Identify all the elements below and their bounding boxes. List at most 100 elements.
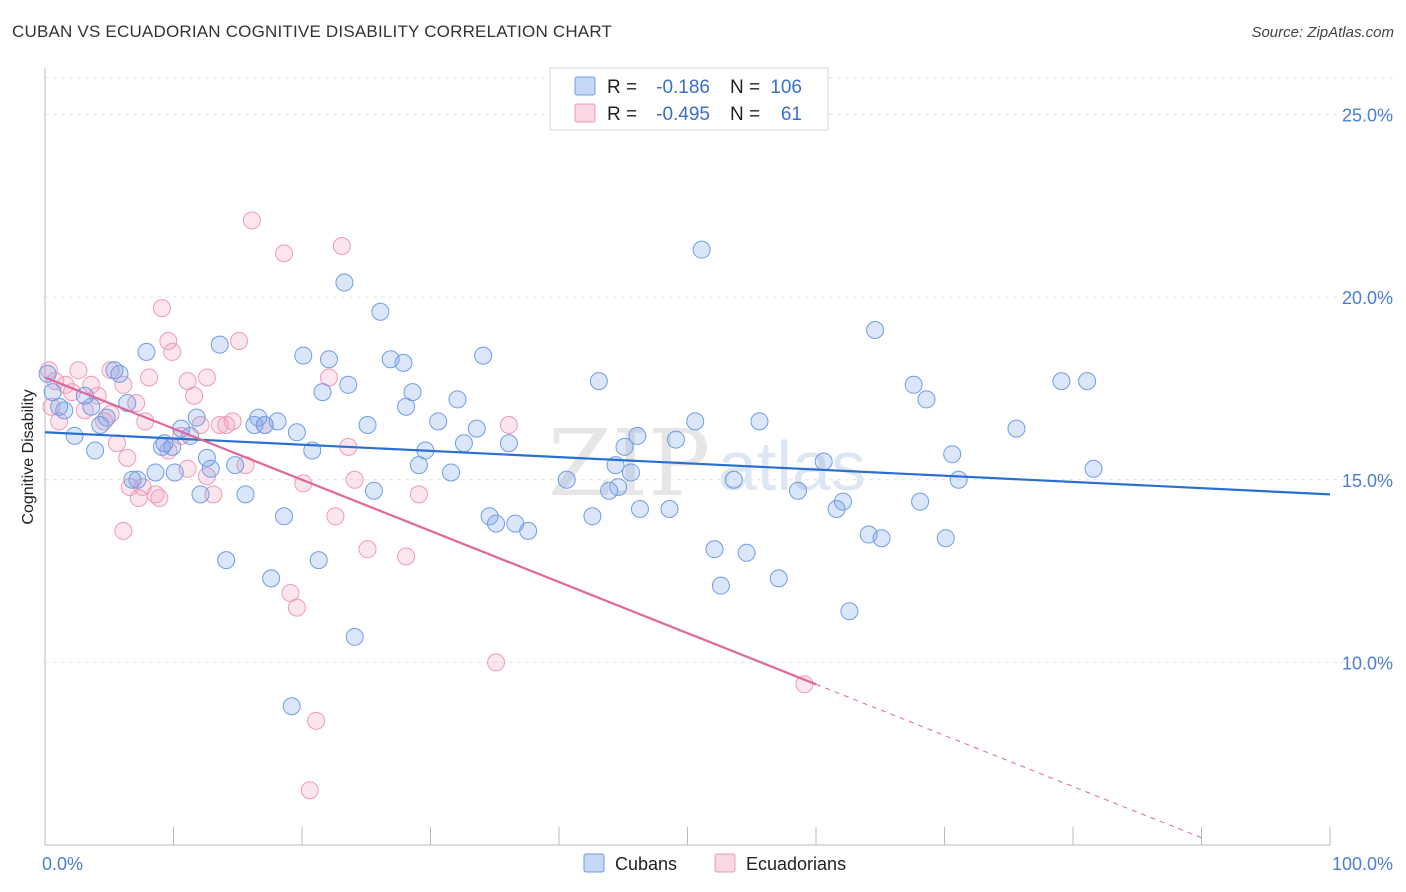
ecuadorian-trend-extension (815, 683, 1202, 839)
axes (44, 68, 1331, 846)
cuban-point (454, 434, 473, 453)
cuban-point (236, 485, 255, 504)
cuban-point (737, 543, 756, 562)
legend-n-value: 106 (770, 77, 802, 98)
ecuadorian-point (358, 540, 377, 559)
cuban-point (358, 415, 377, 434)
cuban-point (364, 481, 383, 500)
ecuadorian-point (107, 434, 126, 453)
cuban-point (394, 353, 413, 372)
cuban-point (201, 459, 220, 478)
cuban-point (609, 478, 628, 497)
cuban-point (705, 540, 724, 559)
y-tick-label: 20.0% (1342, 288, 1393, 308)
cuban-point (335, 273, 354, 292)
cuban-trend-line (44, 431, 1331, 496)
cuban-point (827, 499, 846, 518)
cuban-point (249, 408, 268, 427)
cuban-point (833, 492, 852, 511)
cuban-point (262, 569, 281, 588)
ecuadorian-point (150, 489, 169, 508)
legend-swatch-ecuadorians (574, 103, 596, 123)
x-tick-label: 100.0% (1332, 854, 1393, 874)
bottom-legend-swatch-ecuadorians (714, 853, 736, 873)
ecuadorian-point (230, 331, 249, 350)
y-axis-label: Cognitive Disability (20, 389, 37, 524)
cuban-point (615, 437, 634, 456)
cuban-point (866, 321, 885, 340)
legend-n-value: 61 (781, 104, 802, 125)
ecuadorian-point (326, 507, 345, 526)
ecuadorian-point (114, 521, 133, 540)
cuban-point (814, 452, 833, 471)
ecuadorian-point (499, 415, 518, 434)
y-tick-labels: 10.0% 15.0% 20.0% 25.0% (1342, 106, 1393, 674)
cuban-point (294, 346, 313, 365)
cuban-point (268, 412, 287, 431)
cuban-point (187, 408, 206, 427)
cuban-point (750, 412, 769, 431)
legend-r-label: R = (607, 77, 637, 98)
ecuadorian-trend-line (44, 376, 817, 686)
cuban-point (105, 361, 124, 380)
ecuadorian-point (300, 781, 319, 800)
cuban-point (137, 342, 156, 361)
ecuadorian-point (795, 675, 814, 694)
cuban-point (282, 697, 301, 716)
cuban-point (943, 445, 962, 464)
cuban-point (123, 470, 142, 489)
cuban-point (499, 434, 518, 453)
cuban-point (163, 437, 182, 456)
cuban-point (210, 335, 229, 354)
ecuadorian-point (197, 368, 216, 387)
cuban-point (660, 499, 679, 518)
legend-r-value: -0.186 (656, 77, 710, 98)
cuban-point (487, 514, 506, 533)
ecuadorian-point (140, 368, 159, 387)
cuban-point (55, 401, 74, 420)
cuban-point (467, 419, 486, 438)
cuban-point (1078, 372, 1097, 391)
ecuadorian-point (152, 299, 171, 318)
cuban-point (917, 390, 936, 409)
legend-r-value: -0.495 (656, 104, 710, 125)
ecuadorian-point (69, 361, 88, 380)
legend: R = -0.186 N = 106 R = -0.495 N = 61 (549, 67, 829, 131)
x-tick-labels: 0.0% 100.0% (42, 854, 1393, 874)
cuban-point (91, 415, 110, 434)
ecuadorian-point (114, 375, 133, 394)
legend-n-label: N = (730, 104, 760, 125)
trend-lines (44, 376, 1331, 839)
cuban-point (583, 507, 602, 526)
ecuadorian-point (242, 211, 261, 230)
legend-box (549, 67, 829, 131)
cuban-point (692, 240, 711, 259)
cuban-point (429, 412, 448, 431)
cuban-point (197, 448, 216, 467)
cuban-point (403, 383, 422, 402)
ecuadorian-point (287, 598, 306, 617)
cuban-point (345, 627, 364, 646)
ecuadorian-point (397, 547, 416, 566)
cuban-point (911, 492, 930, 511)
cuban-point (442, 463, 461, 482)
cuban-point (82, 397, 101, 416)
cuban-point (711, 576, 730, 595)
ecuadorian-point (118, 448, 137, 467)
ecuadorian-point (223, 412, 242, 431)
cuban-point (600, 481, 619, 500)
cuban-point (191, 485, 210, 504)
cuban-point (1084, 459, 1103, 478)
cuban-point (904, 375, 923, 394)
cuban-point (339, 375, 358, 394)
cuban-point (724, 470, 743, 489)
cuban-point (949, 470, 968, 489)
cuban-point (621, 463, 640, 482)
cuban-point (474, 346, 493, 365)
x-tick-label: 0.0% (42, 854, 83, 874)
cuban-point (1007, 419, 1026, 438)
cuban-point (86, 441, 105, 460)
cuban-point (519, 521, 538, 540)
cuban-point (769, 569, 788, 588)
